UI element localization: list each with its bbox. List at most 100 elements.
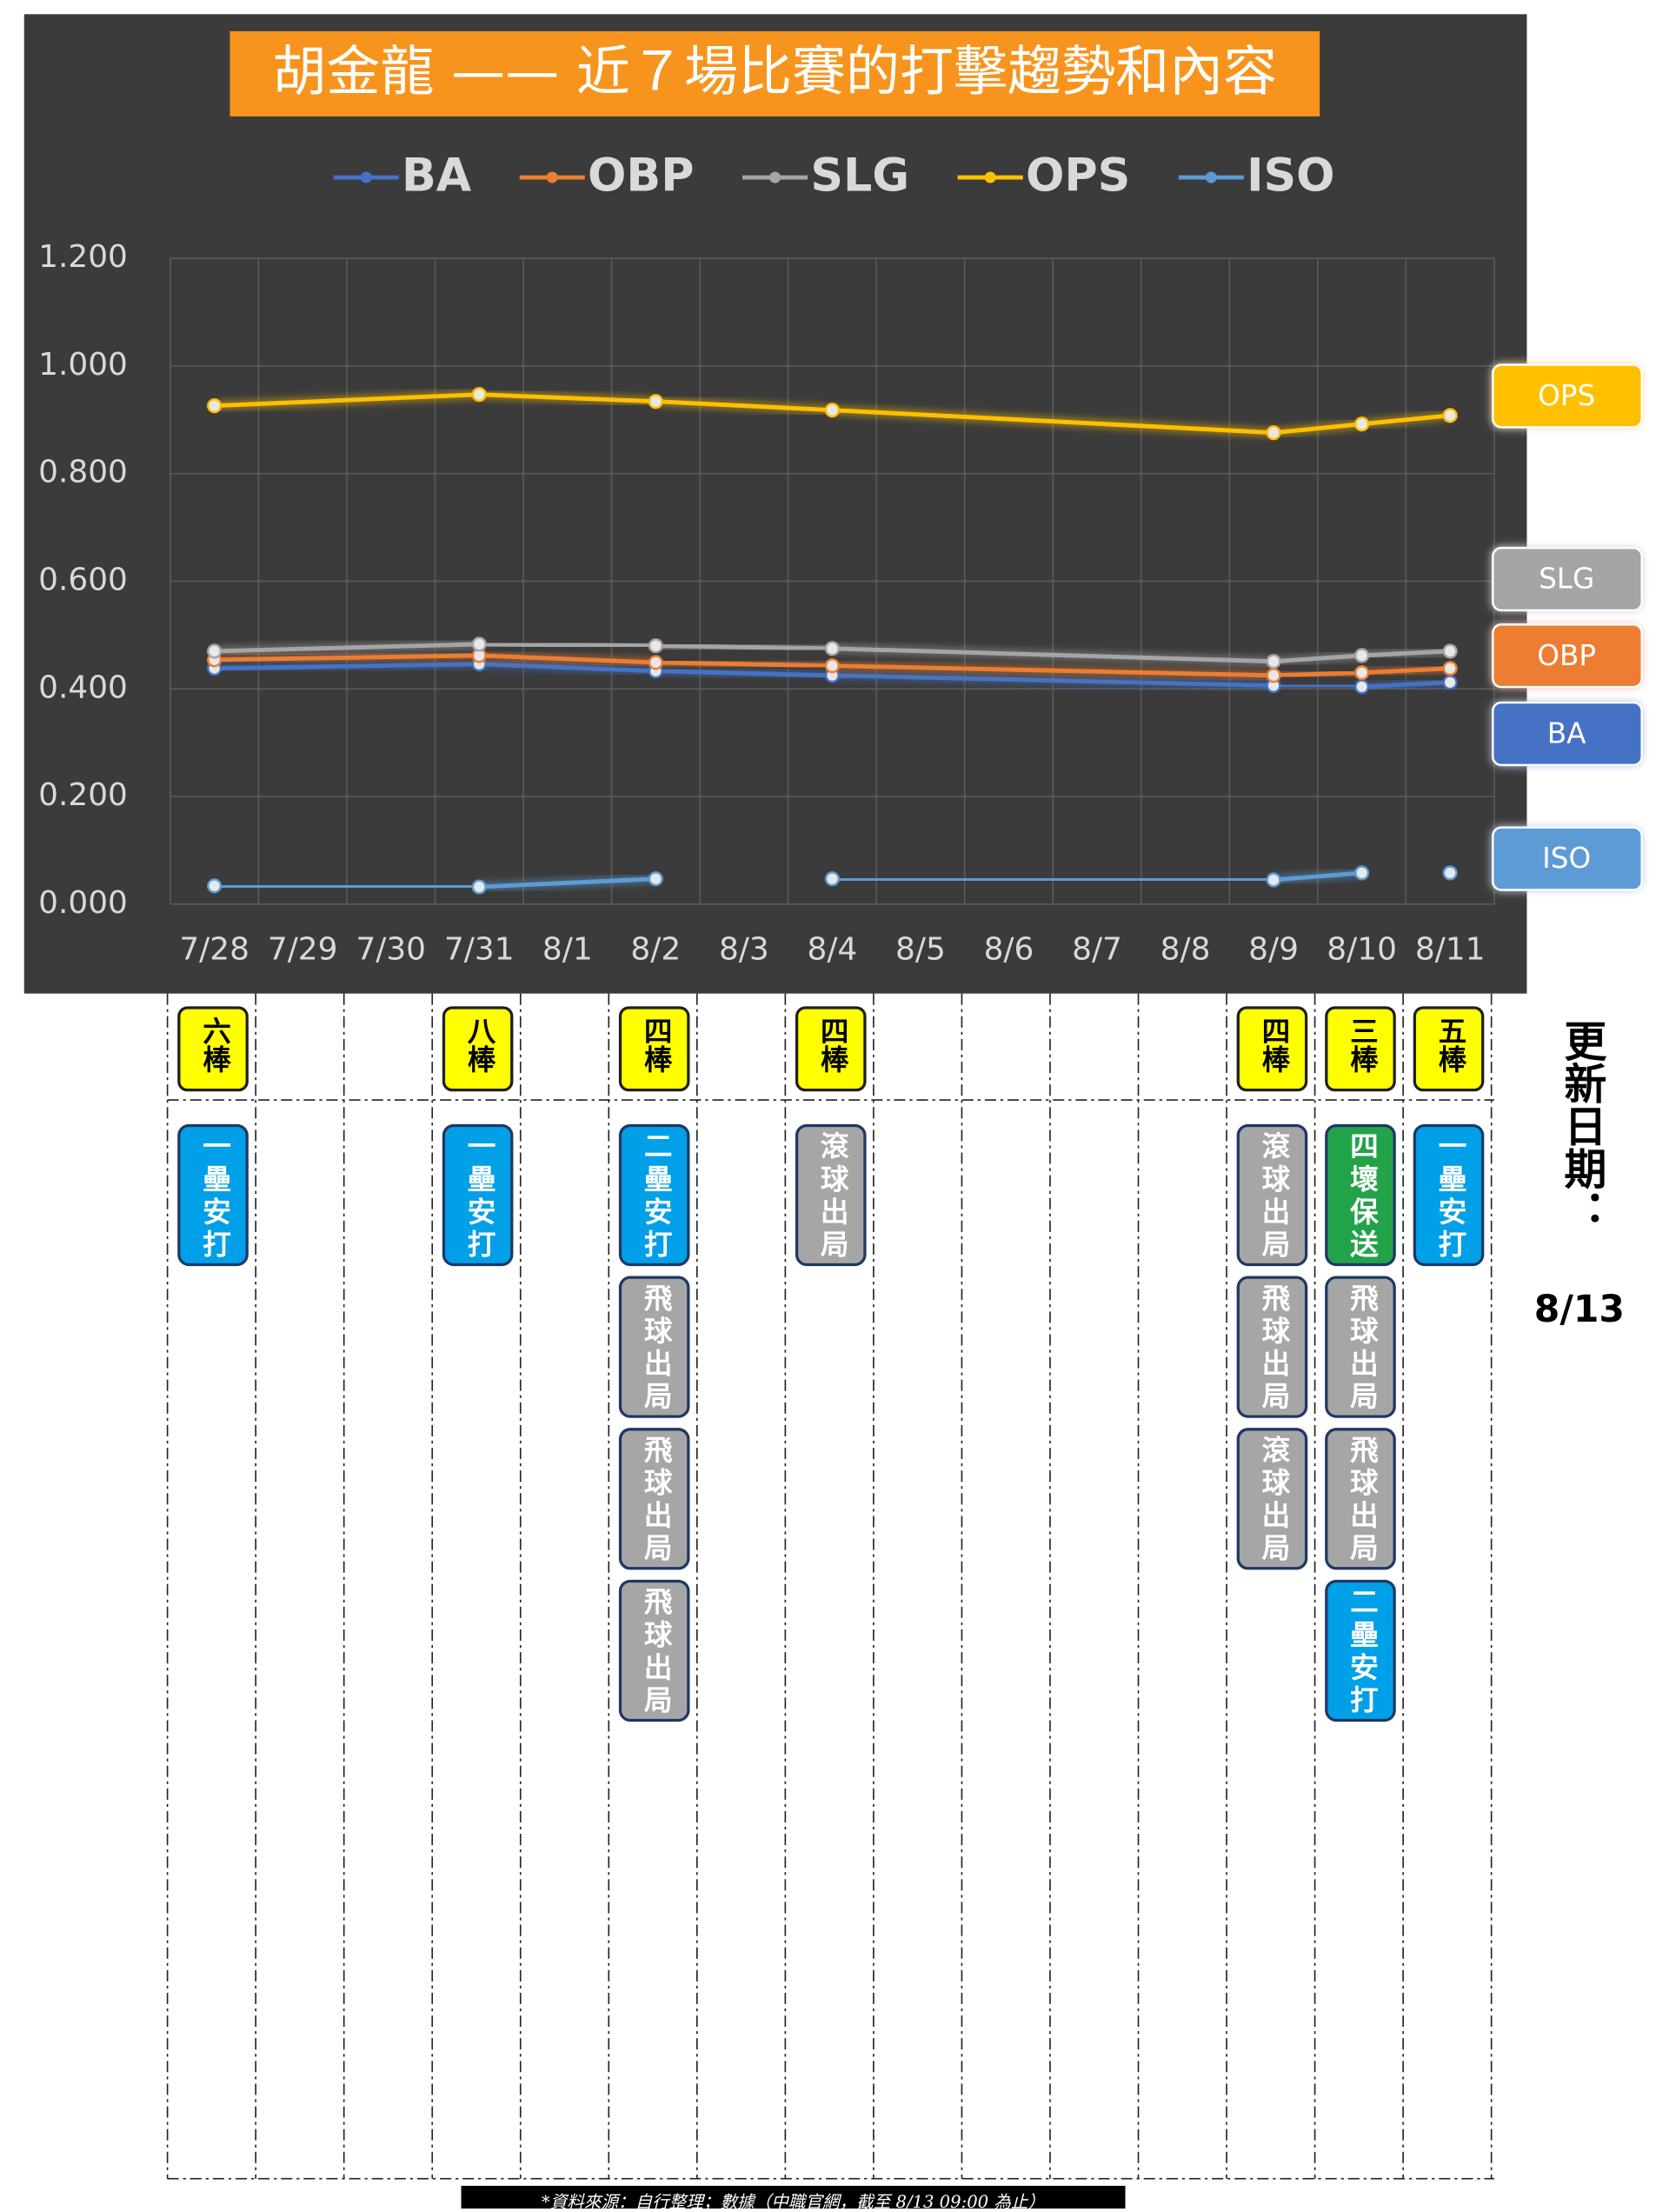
series-segment	[1361, 413, 1451, 427]
x-tick-label: 8/8	[1161, 932, 1211, 968]
x-tick-label: 8/9	[1248, 932, 1299, 968]
plate-appearance-box	[1325, 1428, 1396, 1570]
legend-marker	[360, 171, 372, 183]
data-point	[648, 655, 663, 670]
plate-appearance-box	[1236, 1123, 1308, 1267]
series-segment	[832, 663, 1274, 678]
series-end-label: SLG	[1539, 563, 1594, 596]
series-segment	[832, 408, 1274, 436]
plate-appearance: 滾球出局	[816, 1131, 849, 1262]
y-tick-label: 0.800	[38, 455, 128, 490]
plate-appearance-box	[618, 1428, 690, 1570]
series-segment	[1274, 683, 1362, 690]
update-date: 8/13	[1534, 1289, 1625, 1331]
data-point	[648, 394, 663, 410]
series-segment	[1361, 666, 1451, 676]
x-tick-label: 8/6	[984, 932, 1034, 968]
series-segment	[214, 642, 480, 654]
plate-appearance: 二壘安打	[1346, 1587, 1379, 1717]
data-point	[1266, 654, 1281, 670]
data-point	[1354, 865, 1370, 881]
data-point	[648, 638, 663, 654]
data-point	[1354, 679, 1370, 695]
legend-marker	[546, 171, 558, 183]
legend-label: BA	[402, 150, 472, 203]
plate-appearance-box	[618, 1579, 690, 1722]
data-point	[1354, 416, 1370, 432]
x-tick-label: 7/30	[356, 932, 426, 968]
x-tick-label: 8/3	[719, 932, 769, 968]
series-segment	[479, 392, 656, 404]
x-tick-label: 8/5	[895, 932, 946, 968]
plate-appearance-box	[795, 1123, 867, 1267]
data-point	[1266, 425, 1281, 441]
series-end-label-box	[1492, 623, 1643, 689]
series-end-label: OBP	[1537, 639, 1596, 672]
x-tick-label: 8/7	[1072, 932, 1122, 968]
plate-appearance: 一壘安打	[198, 1131, 231, 1262]
series-end-label-box	[1492, 546, 1643, 612]
plate-appearance-box	[618, 1276, 690, 1418]
legend-label: OBP	[588, 150, 694, 203]
batting-order: 六棒	[198, 1016, 231, 1074]
series-segment	[214, 883, 480, 889]
batting-order-box	[1413, 1006, 1485, 1092]
series-segment	[479, 876, 656, 889]
plate-appearance: 一壘安打	[1434, 1131, 1467, 1262]
x-tick-label: 8/4	[807, 932, 857, 968]
data-point	[471, 879, 487, 895]
y-tick-label: 0.600	[38, 562, 128, 597]
plate-appearance: 四壞保送	[1346, 1131, 1379, 1262]
source-box	[461, 2185, 1126, 2212]
batting-order: 八棒	[463, 1016, 496, 1073]
y-tick-label: 1.000	[38, 347, 128, 383]
plate-appearance-box	[1325, 1123, 1396, 1267]
series-segment	[214, 662, 480, 671]
plate-appearance: 一壘安打	[463, 1131, 496, 1262]
batting-order-box	[177, 1006, 249, 1092]
data-point	[648, 871, 663, 887]
x-tick-label: 8/10	[1327, 932, 1397, 968]
series-segment	[655, 660, 833, 669]
series-segment	[1361, 649, 1451, 658]
chart-title: 胡金龍 —— 近７場比賽的打擊趨勢和內容	[272, 40, 1277, 103]
data-point	[471, 387, 487, 403]
plate-appearance-box	[1325, 1579, 1396, 1722]
legend-marker	[984, 171, 996, 183]
y-tick-label: 0.200	[38, 777, 128, 813]
x-tick-label: 8/2	[630, 932, 681, 968]
series-end-label: OPS	[1538, 379, 1595, 412]
plate-appearance: 飛球出局	[1257, 1283, 1290, 1414]
plate-appearance-box	[1236, 1428, 1308, 1570]
data-point	[1354, 648, 1370, 663]
series-segment	[832, 876, 1274, 883]
series-end-label: BA	[1547, 717, 1586, 750]
x-tick-label: 7/28	[179, 932, 249, 968]
series-end-label: ISO	[1542, 842, 1591, 875]
data-point	[1442, 865, 1458, 881]
batting-order: 三棒	[1346, 1016, 1379, 1073]
batting-order: 四棒	[640, 1016, 673, 1073]
update-label: 更新日期：	[1557, 1019, 1606, 1232]
x-tick-label: 7/31	[444, 932, 515, 968]
legend-label: OPS	[1026, 150, 1130, 203]
series-segment	[214, 653, 480, 663]
data-point	[471, 636, 487, 652]
plate-appearance-box	[1325, 1276, 1396, 1418]
data-point	[1266, 668, 1281, 683]
series-segment	[1273, 422, 1362, 436]
series-segment	[479, 642, 656, 649]
data-point	[824, 641, 840, 656]
series-segment	[214, 392, 480, 409]
source-note: *資料來源：自行整理；數據（中職官網，截至 8/13 09:00 為止）	[542, 2192, 1045, 2209]
data-point	[1442, 643, 1458, 659]
plate-appearance: 滾球出局	[1257, 1131, 1290, 1262]
plate-appearance: 滾球出局	[1257, 1435, 1290, 1565]
plate-appearance: 飛球出局	[1346, 1435, 1379, 1565]
data-point	[207, 643, 223, 659]
series-end-label-box	[1492, 826, 1643, 891]
series-segment	[655, 669, 833, 678]
legend-label: SLG	[810, 150, 909, 203]
legend-label: ISO	[1247, 150, 1334, 203]
